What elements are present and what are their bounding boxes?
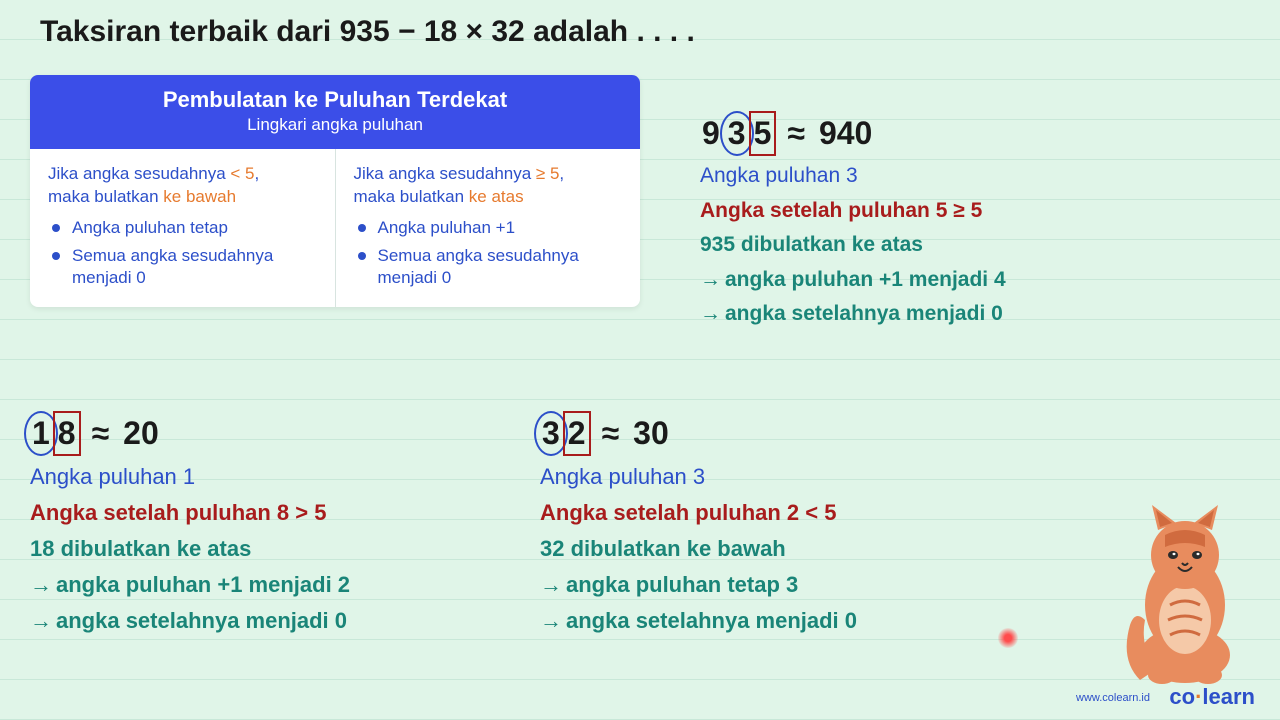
notes-935: Angka puluhan 3 Angka setelah puluhan 5 … [700, 160, 1006, 331]
right-bullet-2: Semua angka sesudahnya menjadi 0 [358, 245, 623, 289]
note-935-1: Angka puluhan 3 [700, 160, 1006, 193]
info-header-sub: Lingkari angka puluhan [40, 115, 630, 135]
pointer-dot-icon [998, 628, 1018, 648]
num-row-18: 1 8 ≈ 20 [30, 415, 350, 452]
note-935-5: →angka setelahnya menjadi 0 [700, 298, 1006, 331]
note-935-4: →angka puluhan +1 menjadi 4 [700, 264, 1006, 297]
digit-9: 9 [700, 115, 722, 152]
note-18-4: →angka puluhan +1 menjadi 2 [30, 568, 350, 602]
result-30: 30 [633, 415, 669, 452]
approx-18: ≈ [92, 415, 110, 452]
num-row-935: 9 3 5 ≈ 940 [700, 115, 1006, 152]
digit-8-boxed: 8 [56, 415, 78, 452]
result-940: 940 [819, 115, 872, 152]
notes-18: Angka puluhan 1 Angka setelah puluhan 8 … [30, 460, 350, 638]
left-comma: , [255, 164, 260, 183]
info-body: Jika angka sesudahnya < 5, maka bulatkan… [30, 149, 640, 307]
note-18-3: 18 dibulatkan ke atas [30, 532, 350, 566]
left-action-pre: maka bulatkan [48, 187, 163, 206]
note-32-1: Angka puluhan 3 [540, 460, 857, 494]
right-cond: Jika angka sesudahnya [354, 164, 536, 183]
note-32-3: 32 dibulatkan ke bawah [540, 532, 857, 566]
note-18-1: Angka puluhan 1 [30, 460, 350, 494]
note-935-2: Angka setelah puluhan 5 ≥ 5 [700, 195, 1006, 228]
left-cond: Jika angka sesudahnya [48, 164, 230, 183]
right-action-pre: maka bulatkan [354, 187, 469, 206]
note-18-2: Angka setelah puluhan 8 > 5 [30, 496, 350, 530]
digit-2-boxed: 2 [566, 415, 588, 452]
note-32-5: →angka setelahnya menjadi 0 [540, 604, 857, 638]
page-title: Taksiran terbaik dari 935 − 18 × 32 adal… [40, 15, 695, 49]
num-row-32: 3 2 ≈ 30 [540, 415, 857, 452]
note-18-5: →angka setelahnya menjadi 0 [30, 604, 350, 638]
digit-5-boxed: 5 [752, 115, 774, 152]
brand-url: www.colearn.id [1076, 692, 1150, 704]
info-col-right: Jika angka sesudahnya ≥ 5, maka bulatkan… [336, 149, 641, 307]
approx-32: ≈ [602, 415, 620, 452]
left-bullet-1: Angka puluhan tetap [52, 217, 317, 239]
block-18: 1 8 ≈ 20 Angka puluhan 1 Angka setelah p… [30, 415, 350, 638]
left-op: < 5 [230, 164, 254, 183]
info-box: Pembulatan ke Puluhan Terdekat Lingkari … [30, 75, 640, 307]
note-32-4: →angka puluhan tetap 3 [540, 568, 857, 602]
digit-1-circled: 1 [30, 415, 52, 452]
info-col-left: Jika angka sesudahnya < 5, maka bulatkan… [30, 149, 336, 307]
left-bullet-2: Semua angka sesudahnya menjadi 0 [52, 245, 317, 289]
block-935: 9 3 5 ≈ 940 Angka puluhan 3 Angka setela… [700, 115, 1006, 331]
brand-co: co [1169, 684, 1195, 709]
right-comma: , [559, 164, 564, 183]
left-action: ke bawah [163, 187, 236, 206]
right-bullet-1: Angka puluhan +1 [358, 217, 623, 239]
result-20: 20 [123, 415, 159, 452]
right-op: ≥ 5 [536, 164, 560, 183]
note-935-3: 935 dibulatkan ke atas [700, 229, 1006, 262]
block-32: 3 2 ≈ 30 Angka puluhan 3 Angka setelah p… [540, 415, 857, 638]
brand-learn: learn [1202, 684, 1255, 709]
notes-32: Angka puluhan 3 Angka setelah puluhan 2 … [540, 460, 857, 638]
approx-935: ≈ [787, 115, 805, 152]
info-header-title: Pembulatan ke Puluhan Terdekat [40, 87, 630, 113]
digit-3-circled: 3 [726, 115, 748, 152]
right-action: ke atas [469, 187, 524, 206]
cat-mascot-icon [1110, 505, 1260, 685]
brand-logo: co·learn [1169, 684, 1255, 710]
info-header: Pembulatan ke Puluhan Terdekat Lingkari … [30, 75, 640, 149]
note-32-2: Angka setelah puluhan 2 < 5 [540, 496, 857, 530]
digit-3-circled: 3 [540, 415, 562, 452]
